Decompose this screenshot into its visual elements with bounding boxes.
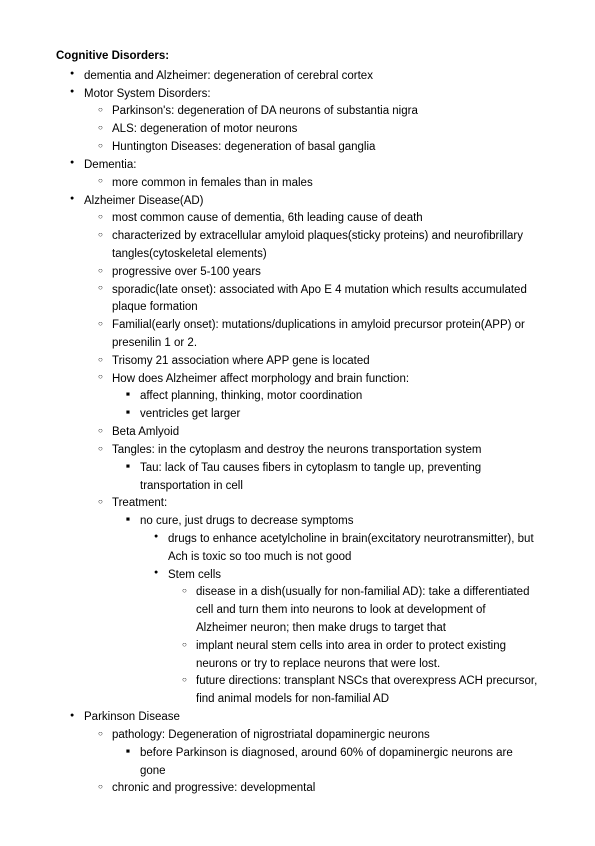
item-text: Dementia:	[84, 159, 136, 171]
list-item: Beta Amlyoid	[112, 424, 539, 442]
list-item: characterized by extracellular amyloid p…	[112, 228, 539, 264]
list-item: sporadic(late onset): associated with Ap…	[112, 282, 539, 318]
list-item: dementia and Alzheimer: degeneration of …	[84, 68, 539, 86]
list-item: Alzheimer Disease(AD) most common cause …	[84, 193, 539, 710]
item-text: Tangles: in the cytoplasm and destroy th…	[112, 444, 481, 456]
stem-list: disease in a dish(usually for non-famili…	[168, 584, 539, 709]
list-item: chronic and progressive: developmental	[112, 780, 539, 798]
list-item: Tau: lack of Tau causes fibers in cytopl…	[140, 460, 539, 496]
page-title: Cognitive Disorders:	[56, 48, 539, 66]
list-item: Huntington Diseases: degeneration of bas…	[112, 139, 539, 157]
list-item: How does Alzheimer affect morphology and…	[112, 371, 539, 424]
treatment-list: no cure, just drugs to decrease symptoms…	[112, 513, 539, 709]
item-text: Alzheimer Disease(AD)	[84, 195, 204, 207]
list-item: before Parkinson is diagnosed, around 60…	[140, 745, 539, 781]
list-item: implant neural stem cells into area in o…	[196, 638, 539, 674]
pd-list: pathology: Degeneration of nigrostriatal…	[84, 727, 539, 798]
item-text: pathology: Degeneration of nigrostriatal…	[112, 729, 430, 741]
treat-sub-list: drugs to enhance acetylcholine in brain(…	[140, 531, 539, 709]
item-text: Parkinson Disease	[84, 711, 180, 723]
list-item: future directions: transplant NSCs that …	[196, 673, 539, 709]
list-item: Parkinson's: degeneration of DA neurons …	[112, 103, 539, 121]
list-item: drugs to enhance acetylcholine in brain(…	[168, 531, 539, 567]
list-item: disease in a dish(usually for non-famili…	[196, 584, 539, 637]
list-item: Stem cells disease in a dish(usually for…	[168, 567, 539, 710]
list-item: affect planning, thinking, motor coordin…	[140, 388, 539, 406]
list-item: more common in females than in males	[112, 175, 539, 193]
item-text: Treatment:	[112, 497, 167, 509]
level1-list: dementia and Alzheimer: degeneration of …	[56, 68, 539, 798]
list-item: Motor System Disorders: Parkinson's: deg…	[84, 86, 539, 157]
list-item: Parkinson Disease pathology: Degeneratio…	[84, 709, 539, 798]
item-text: Motor System Disorders:	[84, 88, 211, 100]
list-item: Tangles: in the cytoplasm and destroy th…	[112, 442, 539, 495]
list-item: Treatment: no cure, just drugs to decrea…	[112, 495, 539, 709]
list-item: pathology: Degeneration of nigrostriatal…	[112, 727, 539, 780]
list-item: ALS: degeneration of motor neurons	[112, 121, 539, 139]
morph-list: affect planning, thinking, motor coordin…	[112, 388, 539, 424]
pd-path-list: before Parkinson is diagnosed, around 60…	[112, 745, 539, 781]
ad-list: most common cause of dementia, 6th leadi…	[84, 210, 539, 709]
item-text: How does Alzheimer affect morphology and…	[112, 373, 409, 385]
tangles-list: Tau: lack of Tau causes fibers in cytopl…	[112, 460, 539, 496]
list-item: no cure, just drugs to decrease symptoms…	[140, 513, 539, 709]
list-item: Trisomy 21 association where APP gene is…	[112, 353, 539, 371]
motor-list: Parkinson's: degeneration of DA neurons …	[84, 103, 539, 156]
dementia-list: more common in females than in males	[84, 175, 539, 193]
list-item: Dementia: more common in females than in…	[84, 157, 539, 193]
list-item: Familial(early onset): mutations/duplica…	[112, 317, 539, 353]
list-item: progressive over 5-100 years	[112, 264, 539, 282]
list-item: ventricles get larger	[140, 406, 539, 424]
list-item: most common cause of dementia, 6th leadi…	[112, 210, 539, 228]
item-text: Stem cells	[168, 569, 221, 581]
item-text: no cure, just drugs to decrease symptoms	[140, 515, 354, 527]
